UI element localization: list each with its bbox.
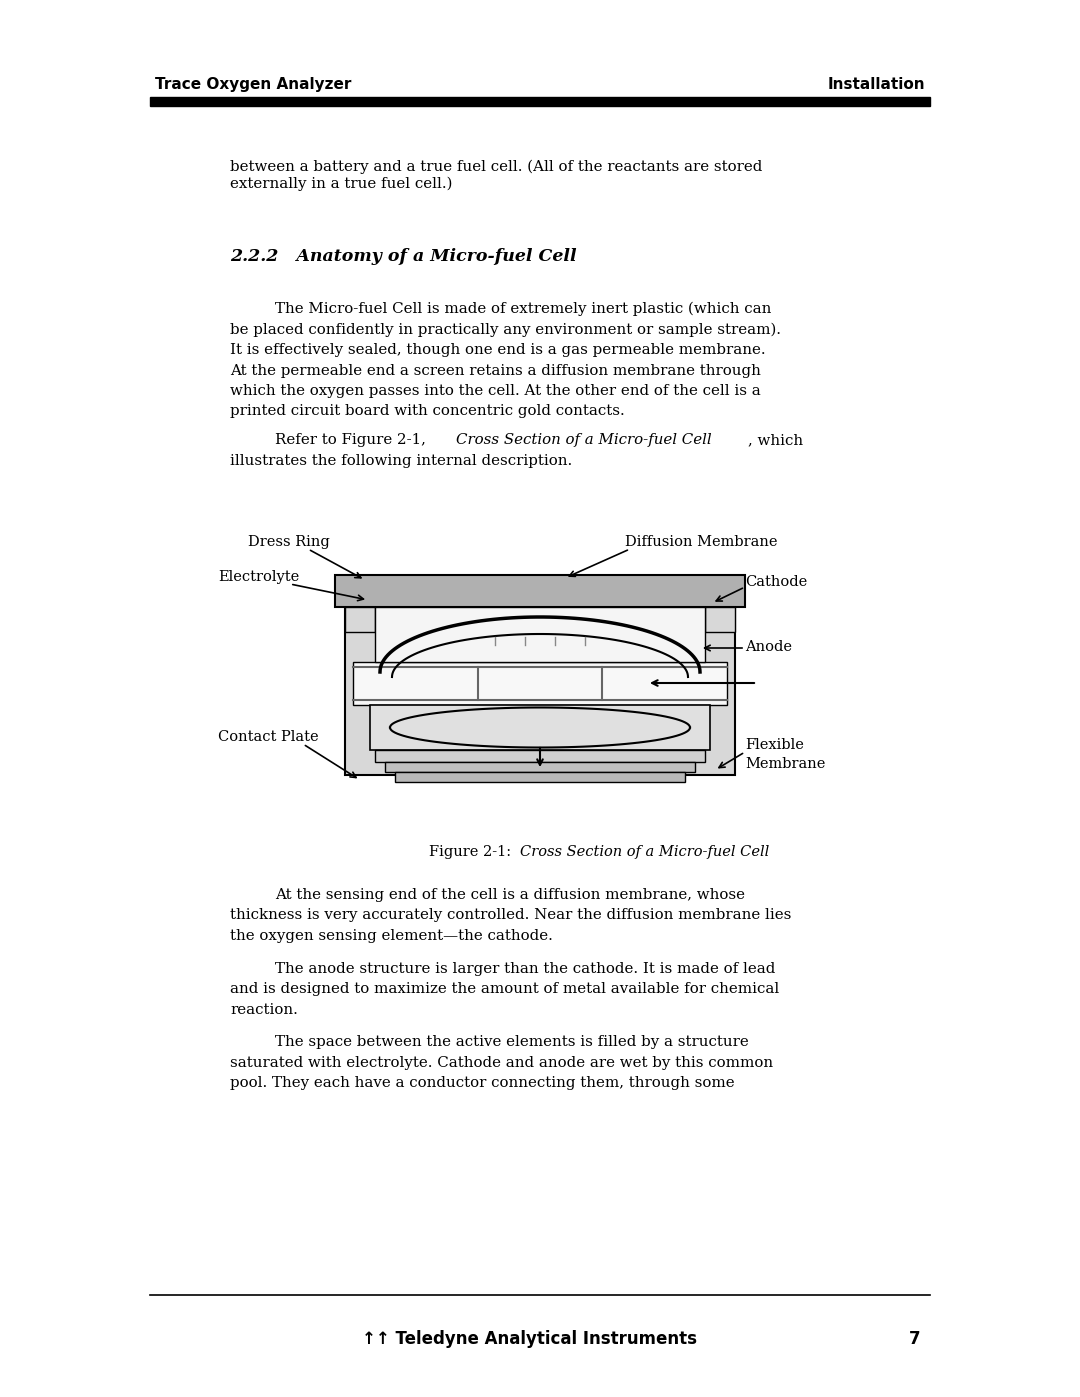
Text: and is designed to maximize the amount of metal available for chemical: and is designed to maximize the amount o… <box>230 982 780 996</box>
Bar <box>384 761 696 773</box>
Text: The space between the active elements is filled by a structure: The space between the active elements is… <box>275 1035 748 1049</box>
Bar <box>395 773 685 782</box>
Text: reaction.: reaction. <box>230 1003 298 1017</box>
Bar <box>353 662 727 705</box>
Text: Cross Section of a Micro-fuel Cell: Cross Section of a Micro-fuel Cell <box>456 433 712 447</box>
Text: Refer to Figure 2-1,: Refer to Figure 2-1, <box>275 433 431 447</box>
Text: the oxygen sensing element—the cathode.: the oxygen sensing element—the cathode. <box>230 929 553 943</box>
Text: Installation: Installation <box>827 77 924 92</box>
Text: Diffusion Membrane: Diffusion Membrane <box>625 535 778 549</box>
Text: Electrolyte: Electrolyte <box>218 570 299 584</box>
Text: be placed confidently in practically any environment or sample stream).: be placed confidently in practically any… <box>230 323 781 337</box>
Text: The anode structure is larger than the cathode. It is made of lead: The anode structure is larger than the c… <box>275 961 775 975</box>
Text: At the permeable end a screen retains a diffusion membrane through: At the permeable end a screen retains a … <box>230 363 761 377</box>
Bar <box>705 608 735 631</box>
Text: Cross Section of a Micro-fuel Cell: Cross Section of a Micro-fuel Cell <box>519 845 769 859</box>
Text: saturated with electrolyte. Cathode and anode are wet by this common: saturated with electrolyte. Cathode and … <box>230 1056 773 1070</box>
Text: 7: 7 <box>908 1330 920 1348</box>
Text: Cathode: Cathode <box>745 576 807 590</box>
Bar <box>370 705 710 750</box>
Bar <box>375 608 705 662</box>
Text: Trace Oxygen Analyzer: Trace Oxygen Analyzer <box>156 77 351 92</box>
Text: pool. They each have a conductor connecting them, through some: pool. They each have a conductor connect… <box>230 1076 734 1090</box>
Bar <box>375 750 705 761</box>
Text: illustrates the following internal description.: illustrates the following internal descr… <box>230 454 572 468</box>
Text: At the sensing end of the cell is a diffusion membrane, whose: At the sensing end of the cell is a diff… <box>275 888 745 902</box>
Text: thickness is very accurately controlled. Near the diffusion membrane lies: thickness is very accurately controlled.… <box>230 908 792 922</box>
Text: 2.2.2   Anatomy of a Micro-fuel Cell: 2.2.2 Anatomy of a Micro-fuel Cell <box>230 249 577 265</box>
Text: Flexible
Membrane: Flexible Membrane <box>745 738 825 771</box>
Bar <box>345 599 735 775</box>
Text: Figure 2-1:: Figure 2-1: <box>429 845 519 859</box>
Bar <box>335 576 745 608</box>
Text: Anode: Anode <box>745 640 792 654</box>
Text: ↑↑ Teledyne Analytical Instruments: ↑↑ Teledyne Analytical Instruments <box>363 1330 698 1348</box>
Text: Contact Plate: Contact Plate <box>218 731 319 745</box>
Text: It is effectively sealed, though one end is a gas permeable membrane.: It is effectively sealed, though one end… <box>230 344 766 358</box>
Text: between a battery and a true fuel cell. (All of the reactants are stored
externa: between a battery and a true fuel cell. … <box>230 161 762 191</box>
Text: printed circuit board with concentric gold contacts.: printed circuit board with concentric go… <box>230 405 624 419</box>
Text: Dress Ring: Dress Ring <box>248 535 329 549</box>
Bar <box>150 96 930 106</box>
Text: The Micro-fuel Cell is made of extremely inert plastic (which can: The Micro-fuel Cell is made of extremely… <box>275 302 771 316</box>
Text: , which: , which <box>748 433 804 447</box>
Text: which the oxygen passes into the cell. At the other end of the cell is a: which the oxygen passes into the cell. A… <box>230 384 760 398</box>
Bar <box>345 608 375 631</box>
